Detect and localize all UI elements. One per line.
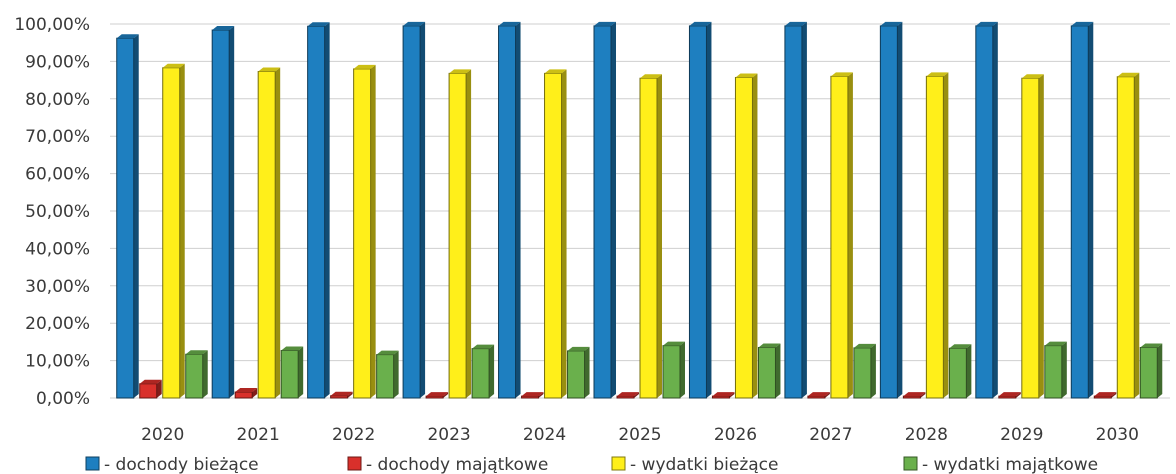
bar — [185, 350, 208, 399]
legend-label: - dochody majątkowe — [366, 455, 548, 474]
bar — [1093, 392, 1117, 399]
legend-label: - wydatki majątkowe — [922, 455, 1098, 474]
bar — [353, 64, 376, 399]
y-tick-label: 20,00% — [25, 314, 90, 334]
bar — [498, 21, 521, 399]
bar — [521, 392, 544, 399]
bar — [448, 69, 472, 399]
bar — [1021, 74, 1044, 399]
y-tick-label: 10,00% — [25, 352, 90, 372]
bar — [807, 392, 830, 399]
bar — [830, 72, 853, 399]
legend-item: - dochody majątkowe — [347, 455, 548, 474]
legend-swatch — [903, 456, 918, 471]
bar — [593, 21, 616, 399]
bar — [471, 344, 495, 399]
y-tick-label: 0,00% — [36, 389, 90, 409]
y-tick-label: 40,00% — [25, 239, 90, 259]
y-tick-label: 60,00% — [25, 165, 90, 185]
bar — [616, 392, 639, 399]
bar — [139, 379, 162, 399]
bar — [234, 388, 258, 399]
bar — [975, 21, 998, 399]
y-axis-tick-labels: 0,00% 10,00% 20,00% 30,00% 40,00% 50,00% 60,00… — [14, 15, 90, 409]
bar — [639, 74, 662, 399]
bar — [784, 21, 807, 399]
x-tick-label: 2023 — [427, 425, 470, 445]
bar — [734, 73, 758, 399]
bar — [948, 344, 972, 399]
x-tick-label: 2030 — [1096, 425, 1139, 445]
bar — [402, 21, 426, 399]
y-tick-label: 100,00% — [14, 15, 90, 35]
x-tick-label: 2022 — [332, 425, 375, 445]
x-tick-label: 2029 — [1000, 425, 1043, 445]
bar — [688, 21, 712, 399]
legend-swatch — [611, 456, 626, 471]
x-tick-label: 2021 — [237, 425, 280, 445]
y-tick-label: 90,00% — [25, 52, 90, 72]
bar — [162, 63, 185, 399]
bars — [116, 21, 1163, 399]
bar — [425, 392, 449, 399]
bar — [925, 72, 949, 399]
bar — [280, 346, 304, 399]
legend-swatch — [85, 456, 100, 471]
legend-swatch — [347, 456, 362, 471]
legend-item: - dochody bieżące — [85, 455, 259, 474]
bar — [1070, 21, 1094, 399]
bar — [567, 346, 590, 399]
bar — [757, 343, 781, 399]
x-tick-label: 2027 — [809, 425, 852, 445]
y-tick-label: 80,00% — [25, 90, 90, 110]
bar — [211, 25, 235, 399]
legend-label: - wydatki bieżące — [630, 455, 778, 474]
y-tick-label: 50,00% — [25, 202, 90, 222]
bar — [711, 392, 735, 399]
y-tick-label: 70,00% — [25, 127, 90, 147]
legend-item: - wydatki bieżące — [611, 455, 778, 474]
x-tick-label: 2024 — [523, 425, 566, 445]
bar — [1044, 341, 1067, 399]
x-tick-label: 2026 — [714, 425, 757, 445]
bar — [662, 341, 685, 399]
bar — [1116, 72, 1140, 399]
bar — [879, 21, 903, 399]
bar — [1139, 343, 1163, 399]
x-tick-label: 2025 — [618, 425, 661, 445]
bar — [116, 34, 139, 399]
bar — [853, 343, 876, 399]
bar — [376, 350, 399, 399]
legend-label: - dochody bieżące — [104, 455, 259, 474]
x-axis-category-labels: 2020 2021 2022 2023 2024 2025 2026 2027 2028 2029… — [141, 425, 1139, 445]
bar — [902, 392, 926, 399]
x-tick-label: 2020 — [141, 425, 184, 445]
legend-item: - wydatki majątkowe — [903, 455, 1098, 474]
bar — [257, 67, 281, 399]
bar — [544, 69, 567, 399]
bar — [998, 392, 1021, 399]
bar — [307, 22, 330, 399]
bar — [330, 391, 353, 399]
y-tick-label: 30,00% — [25, 277, 90, 297]
x-tick-label: 2028 — [905, 425, 948, 445]
legend: - dochody bieżące - dochody majątkowe - wy… — [85, 455, 1098, 474]
